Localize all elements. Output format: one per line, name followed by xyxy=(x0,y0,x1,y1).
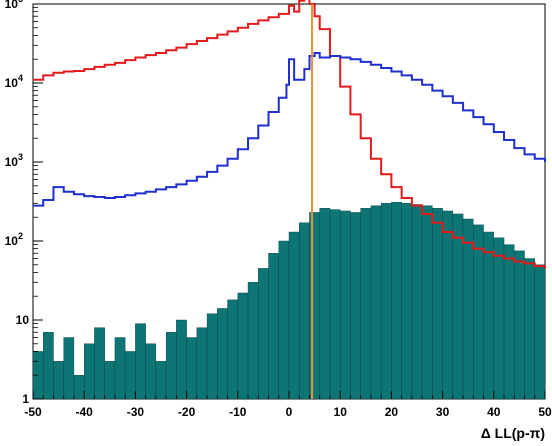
histogram-bin-1 xyxy=(43,332,53,399)
x-tick-label-9: 40 xyxy=(487,405,501,419)
x-tick-label-10: 50 xyxy=(538,405,552,419)
y-tick-label-0: 1 xyxy=(22,392,29,406)
histogram-bin-47 xyxy=(514,251,524,399)
x-tick-label-8: 30 xyxy=(436,405,450,419)
histogram-bin-12 xyxy=(156,361,166,399)
histogram-bin-40 xyxy=(443,211,453,399)
histogram-bin-22 xyxy=(258,268,268,399)
histogram-bin-38 xyxy=(422,206,432,399)
histogram-bin-44 xyxy=(484,232,494,399)
series-line-1 xyxy=(33,53,545,206)
histogram-bin-19 xyxy=(228,300,238,399)
histogram-bin-45 xyxy=(494,238,504,399)
x-tick-label-2: -30 xyxy=(127,405,145,419)
histogram-bin-27 xyxy=(309,212,319,399)
x-tick-label-3: -20 xyxy=(178,405,196,419)
histogram-bin-39 xyxy=(432,208,442,399)
y-tick-label-2: 102 xyxy=(5,231,23,248)
y-tick-label-3: 103 xyxy=(5,152,23,169)
histogram-bin-26 xyxy=(299,223,309,399)
x-axis-label: Δ LL(p-π) xyxy=(481,425,545,441)
histogram-bin-15 xyxy=(187,338,197,399)
histogram-bin-6 xyxy=(94,328,104,399)
histogram-bin-36 xyxy=(402,203,412,399)
histogram-bin-14 xyxy=(176,320,186,399)
histogram-bin-41 xyxy=(453,214,463,399)
histogram-bin-18 xyxy=(217,308,227,399)
histogram-bin-21 xyxy=(248,282,258,399)
histogram-bin-3 xyxy=(64,338,74,399)
histogram-bin-17 xyxy=(207,314,217,399)
histogram-bin-11 xyxy=(146,344,156,399)
x-tick-label-5: 0 xyxy=(286,405,293,419)
histogram-bin-30 xyxy=(340,211,350,399)
histogram-bin-48 xyxy=(525,259,535,399)
histogram-bin-5 xyxy=(84,344,94,399)
histogram-bin-31 xyxy=(350,212,360,399)
histogram-bin-16 xyxy=(197,328,207,399)
histogram-bin-43 xyxy=(473,225,483,399)
x-tick-label-7: 20 xyxy=(385,405,399,419)
x-tick-label-4: -10 xyxy=(229,405,247,419)
y-tick-label-5: 105 xyxy=(5,0,23,11)
histogram-bin-7 xyxy=(105,361,115,399)
histogram-bin-46 xyxy=(504,245,514,399)
x-tick-label-0: -50 xyxy=(24,405,42,419)
histogram-bin-33 xyxy=(371,206,381,399)
histogram-bin-23 xyxy=(269,253,279,399)
histogram-bin-20 xyxy=(238,293,248,399)
x-tick-label-6: 10 xyxy=(334,405,348,419)
histogram-bin-9 xyxy=(125,351,135,399)
histogram-bin-35 xyxy=(391,202,401,399)
histogram-bin-2 xyxy=(53,361,63,399)
histogram-bin-4 xyxy=(74,375,84,399)
filled-histogram-layer xyxy=(33,202,545,399)
histogram-bin-25 xyxy=(289,232,299,399)
histogram-bin-42 xyxy=(463,219,473,399)
histogram-bin-28 xyxy=(320,208,330,399)
y-axis-ticks: 1 10 102 103 104 105 xyxy=(5,0,43,406)
histogram-bin-10 xyxy=(135,324,145,399)
histogram-bin-8 xyxy=(115,338,125,399)
y-tick-label-4: 104 xyxy=(5,73,23,90)
histogram-bin-34 xyxy=(381,203,391,399)
histogram-bin-24 xyxy=(279,241,289,399)
histogram-bin-13 xyxy=(166,332,176,399)
histogram-bin-32 xyxy=(361,208,371,399)
x-tick-label-1: -40 xyxy=(76,405,94,419)
histogram-bin-29 xyxy=(330,210,340,399)
histogram-bin-49 xyxy=(535,265,545,399)
y-tick-label-1: 10 xyxy=(16,313,30,327)
histogram-bin-37 xyxy=(412,204,422,399)
